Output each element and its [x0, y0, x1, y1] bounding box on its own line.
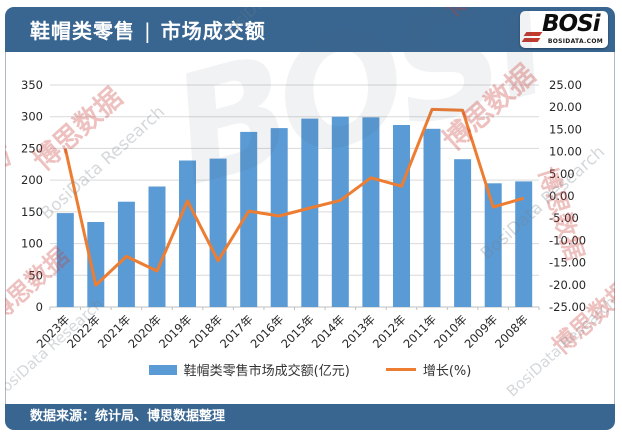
svg-text:2020年: 2020年	[125, 312, 164, 351]
legend-bar-label: 鞋帽类零售市场成交额(亿元)	[183, 364, 350, 379]
title-right: 市场成交额	[160, 19, 266, 43]
report-card: 鞋帽类零售 | 市场成交额 BOSi BOSIDATA.COM 350 300 250 2…	[5, 7, 615, 431]
bar-swatch-icon	[148, 364, 177, 375]
bosi-logo-text: BOSi	[542, 11, 601, 37]
svg-text:-10.00: -10.00	[549, 233, 586, 247]
svg-text:-25.00: -25.00	[549, 300, 586, 314]
svg-text:-20.00: -20.00	[549, 278, 586, 292]
svg-text:15.00: 15.00	[549, 122, 582, 136]
report-footer: 数据来源：统计局、博思数据整理	[5, 404, 615, 430]
svg-text:200: 200	[21, 173, 43, 187]
svg-text:2013年: 2013年	[339, 312, 378, 351]
combo-chart: 350 300 250 200 150 100 50 0 25.00 20.00 15.00 10.0…	[21, 78, 586, 351]
svg-text:2022年: 2022年	[64, 312, 103, 351]
svg-text:2017年: 2017年	[217, 312, 256, 351]
svg-text:2012年: 2012年	[370, 312, 409, 351]
svg-text:2023年: 2023年	[34, 312, 73, 351]
chart-legend: 鞋帽类零售市场成交额(亿元) 增长(%)	[6, 360, 614, 379]
bosi-logo-domain: BOSIDATA.COM	[547, 38, 603, 45]
svg-text:20.00: 20.00	[549, 100, 582, 114]
title-left: 鞋帽类零售	[30, 19, 135, 43]
svg-text:350: 350	[21, 78, 43, 92]
legend-item-line: 增长(%)	[385, 360, 472, 379]
svg-text:2019年: 2019年	[156, 312, 195, 351]
svg-text:2018年: 2018年	[186, 312, 225, 351]
svg-text:2010年: 2010年	[431, 312, 470, 351]
legend-line-label: 增长(%)	[422, 364, 472, 379]
svg-text:150: 150	[21, 205, 43, 219]
svg-text:25.00: 25.00	[549, 78, 582, 92]
svg-text:-15.00: -15.00	[549, 256, 586, 270]
svg-text:250: 250	[21, 141, 43, 155]
page-title: 鞋帽类零售 | 市场成交额	[5, 15, 266, 44]
svg-text:0.00: 0.00	[549, 189, 575, 203]
bosi-logo: BOSi BOSIDATA.COM	[520, 11, 608, 48]
svg-text:2014年: 2014年	[309, 312, 348, 351]
svg-text:2021年: 2021年	[95, 312, 134, 351]
logo-stripe-icon	[523, 32, 543, 36]
svg-text:2008年: 2008年	[492, 312, 531, 351]
svg-text:2009年: 2009年	[462, 312, 501, 351]
logo-stripe-icon	[521, 38, 541, 42]
svg-text:10.00: 10.00	[549, 145, 582, 159]
data-source-note: 数据来源：统计局、博思数据整理	[30, 409, 226, 424]
line-swatch-icon	[385, 368, 416, 371]
svg-text:2011年: 2011年	[400, 312, 439, 351]
chart-panel: 350 300 250 200 150 100 50 0 25.00 20.00 15.00 10.0…	[5, 52, 615, 404]
svg-text:100: 100	[21, 237, 43, 251]
title-separator: |	[144, 19, 152, 43]
svg-text:2016年: 2016年	[248, 312, 287, 351]
report-header: 鞋帽类零售 | 市场成交额 BOSi BOSIDATA.COM	[5, 7, 615, 52]
svg-text:-5.00: -5.00	[549, 211, 579, 225]
svg-text:50: 50	[28, 268, 43, 282]
svg-text:300: 300	[21, 110, 43, 124]
svg-text:5.00: 5.00	[549, 167, 575, 181]
svg-text:2015年: 2015年	[278, 312, 317, 351]
legend-item-bar: 鞋帽类零售市场成交额(亿元)	[148, 360, 350, 379]
svg-text:0: 0	[36, 300, 43, 314]
